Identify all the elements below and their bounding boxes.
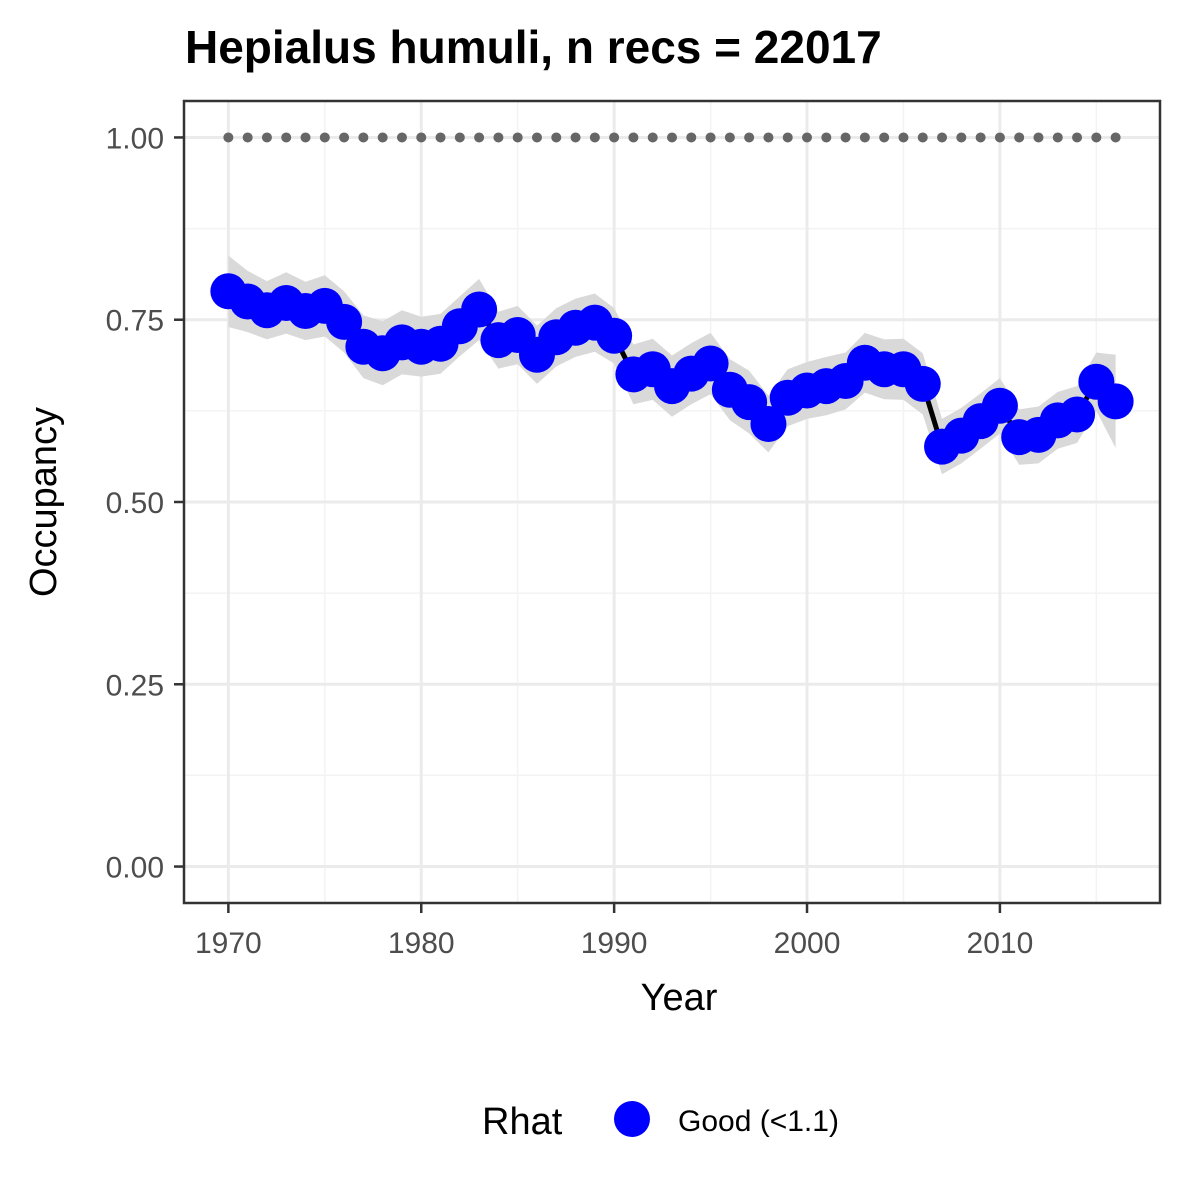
major-gridlines [184,101,1160,903]
y-tick-label: 0.00 [106,852,164,885]
reference-point [705,132,716,143]
chart-title: Hepialus humuli, n recs = 22017 [185,21,882,73]
reference-point [1052,132,1063,143]
reference-point [454,132,465,143]
y-axis-title: Occupancy [23,407,65,597]
reference-point [570,132,581,143]
reference-point [724,132,735,143]
reference-point [898,132,909,143]
reference-point [975,132,986,143]
reference-point [1110,132,1121,143]
reference-point [589,132,600,143]
reference-point [474,132,485,143]
data-point [1097,383,1134,420]
x-tick-label: 1980 [388,927,455,960]
y-tick-label: 0.25 [106,669,164,702]
legend-title: Rhat [482,1101,563,1143]
reference-point [416,132,427,143]
reference-point [435,132,446,143]
reference-point [744,132,755,143]
reference-point [667,132,677,143]
reference-point [493,132,504,143]
y-tick-label: 0.75 [106,305,164,338]
x-tick-label: 1990 [581,927,648,960]
reference-point [531,132,542,143]
reference-point [551,132,562,143]
reference-point [917,132,928,143]
reference-point [859,132,870,143]
reference-point [1014,132,1025,143]
reference-point [319,132,330,143]
reference-point [821,132,832,143]
data-points [210,273,1134,465]
reference-point [840,132,851,143]
reference-points [223,132,1121,143]
x-axis-title: Year [641,977,718,1019]
reference-point [1091,132,1102,143]
reference-point [1072,132,1083,143]
reference-point [377,132,388,143]
y-axis: 0.00 0.25 0.50 0.75 1.00 [106,122,184,885]
data-point [461,291,498,328]
reference-point [647,132,658,143]
reference-point [512,132,523,143]
legend: Rhat Good (<1.1) [482,1101,839,1143]
data-point [981,387,1018,424]
reference-point [609,132,620,143]
data-point [326,303,363,340]
reference-point [763,132,774,143]
reference-point [300,132,311,143]
reference-point [994,132,1005,143]
y-tick-label: 1.00 [106,122,164,155]
reference-point [802,132,813,143]
reference-point [339,132,350,143]
data-point [750,405,787,442]
legend-key-good [614,1101,650,1137]
y-tick-label: 0.50 [106,487,164,520]
legend-label-good: Good (<1.1) [678,1105,839,1138]
x-tick-label: 2000 [774,927,841,960]
x-tick-label: 1970 [195,927,262,960]
confidence-ribbon [228,255,1116,475]
reference-point [223,132,234,143]
reference-point [782,132,793,143]
reference-point [358,132,369,143]
reference-point [956,132,967,143]
x-tick-label: 2010 [967,927,1034,960]
reference-point [396,132,407,143]
reference-point [879,132,890,143]
plot-panel [182,99,1162,905]
data-point [904,365,941,402]
reference-point [686,132,697,143]
reference-point [261,132,272,143]
data-point [1059,396,1096,433]
data-point [596,317,633,354]
reference-point [937,132,948,143]
reference-point [281,132,292,143]
data-point [692,345,729,382]
reference-point [628,132,639,143]
reference-point [242,132,253,143]
reference-point [1033,132,1044,143]
x-axis: 1970 1980 1990 2000 2010 [195,903,1033,960]
